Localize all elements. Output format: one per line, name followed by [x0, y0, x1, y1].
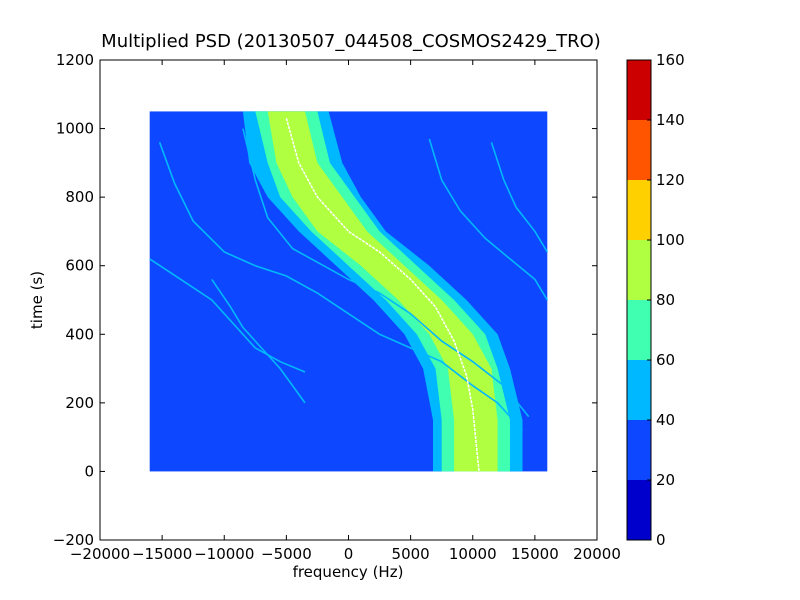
colorbar-level-5 — [627, 240, 651, 300]
harmonic-trace-2 — [242, 128, 530, 418]
colorbar-tick-label: 140 — [656, 111, 685, 129]
colorbar-tick-label: 60 — [656, 351, 675, 369]
signal-center-line — [285, 118, 480, 472]
colorbar-tick-label: 0 — [656, 531, 666, 549]
y-tick-label: −200 — [53, 531, 94, 549]
x-axis-label: frequency (Hz) — [293, 563, 404, 581]
colorbar-tick-label: 100 — [656, 231, 685, 249]
colorbar-level-4 — [627, 300, 651, 360]
harmonic-trace-4 — [490, 142, 548, 253]
x-tick-label: 0 — [344, 545, 354, 563]
y-tick-label: 800 — [65, 188, 94, 206]
colorbar-tick-label: 120 — [656, 171, 685, 189]
x-tick-label: 20000 — [573, 545, 621, 563]
axes: −20000 −15000 −10000 −5000 0 5000 10000 15000 20… — [53, 51, 621, 563]
x-tick-label: −15000 — [132, 545, 192, 563]
harmonic-trace-5 — [149, 258, 306, 373]
colorbar-level-2 — [627, 420, 651, 480]
colorbar-tick-label: 160 — [656, 51, 685, 69]
x-tick-label: −20000 — [70, 545, 130, 563]
colorbar: 0 20 40 60 80 100 120 140 160 — [626, 51, 685, 549]
harmonic-trace-6 — [211, 278, 306, 404]
colorbar-level-6 — [627, 180, 651, 240]
y-tick-label: 1000 — [56, 120, 94, 138]
colorbar-level-3 — [627, 360, 651, 420]
y-tick-label: 400 — [65, 325, 94, 343]
colorbar-level-1 — [627, 480, 651, 540]
x-tick-label: 15000 — [511, 545, 559, 563]
colorbar-tick-label: 20 — [656, 471, 675, 489]
harmonic-trace-3 — [428, 138, 548, 301]
signal-band-core — [267, 111, 498, 472]
colorbar-level-7 — [627, 120, 651, 180]
colorbar-tick-label: 80 — [656, 291, 675, 309]
y-tick-label: 200 — [65, 394, 94, 412]
x-tick-label: −10000 — [194, 545, 254, 563]
plot-area — [100, 60, 597, 540]
y-tick-label: 1200 — [56, 51, 94, 69]
y-tick-label: 600 — [65, 257, 94, 275]
colorbar-level-8 — [627, 60, 651, 120]
y-tick-label: 0 — [84, 462, 94, 480]
x-tick-label: −5000 — [261, 545, 312, 563]
y-axis-label: time (s) — [28, 271, 46, 329]
colorbar-tick-label: 40 — [656, 411, 675, 429]
x-tick-label: 5000 — [392, 545, 430, 563]
chart-title: Multiplied PSD (20130507_044508_COSMOS24… — [101, 31, 601, 52]
x-tick-label: 10000 — [449, 545, 497, 563]
